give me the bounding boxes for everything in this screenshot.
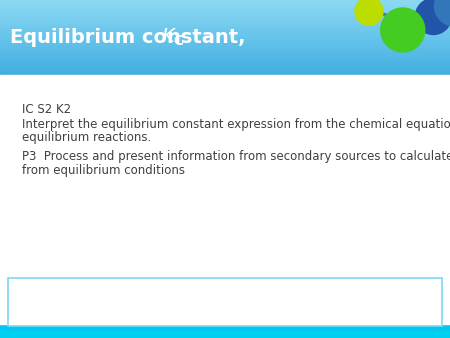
Bar [0, 29, 450, 31]
Bar [0, 36, 450, 38]
Bar [0, 33, 450, 35]
Bar [0, 47, 450, 49]
Bar [0, 9, 450, 11]
Circle shape [355, 0, 383, 25]
Bar [0, 53, 450, 55]
Bar [0, 26, 450, 27]
Bar [0, 49, 450, 51]
Bar [0, 48, 450, 50]
Bar [0, 7, 450, 9]
Bar [0, 1, 450, 2]
Bar [0, 61, 450, 63]
Bar [0, 46, 450, 48]
Bar [0, 71, 450, 72]
Bar [0, 72, 450, 74]
Bar [0, 17, 450, 19]
Bar [0, 22, 450, 24]
Bar [0, 11, 450, 13]
Bar [0, 0, 450, 1]
Bar [0, 18, 450, 20]
Bar [0, 43, 450, 45]
Bar [0, 63, 450, 65]
Bar [0, 67, 450, 69]
Bar [0, 40, 450, 41]
Bar [0, 59, 450, 61]
Bar [0, 65, 450, 66]
Bar [0, 27, 450, 29]
Bar [0, 57, 450, 59]
Bar [0, 41, 450, 43]
Bar [0, 42, 450, 44]
Bar [0, 54, 450, 56]
Bar [0, 70, 450, 71]
Bar [0, 37, 450, 39]
Bar [0, 12, 450, 14]
Text: Equilibrium constant,: Equilibrium constant, [10, 28, 252, 47]
Text: P3  Process and present information from secondary sources to calculate K: P3 Process and present information from … [22, 150, 450, 163]
Bar [0, 66, 450, 68]
Bar [0, 21, 450, 23]
Bar [0, 73, 450, 75]
Bar [0, 8, 450, 10]
Bar [0, 32, 450, 34]
Bar [0, 31, 450, 32]
Circle shape [381, 8, 425, 52]
Bar [0, 68, 450, 70]
Bar [0, 2, 450, 4]
Circle shape [435, 0, 450, 26]
Bar [0, 324, 450, 338]
Text: Interpret the equilibrium constant expression from the chemical equation of: Interpret the equilibrium constant expre… [22, 118, 450, 131]
Bar [0, 56, 450, 57]
Bar [0, 23, 450, 25]
FancyBboxPatch shape [8, 278, 442, 326]
Circle shape [415, 0, 450, 34]
Bar [0, 58, 450, 60]
Text: IC S2 K2: IC S2 K2 [22, 103, 71, 116]
Bar [0, 16, 450, 18]
Bar [0, 13, 450, 15]
Text: $\mathit{K}_\mathregular{C}$: $\mathit{K}_\mathregular{C}$ [161, 27, 184, 48]
Text: equilibrium reactions.: equilibrium reactions. [22, 131, 151, 144]
Bar [0, 38, 450, 40]
Bar [0, 28, 450, 30]
Bar [0, 62, 450, 64]
Bar [0, 24, 450, 26]
Bar [0, 52, 450, 54]
Bar [0, 51, 450, 52]
Bar [0, 34, 450, 36]
Bar [0, 75, 450, 324]
Bar [0, 331, 450, 338]
Bar [0, 15, 450, 16]
Bar [0, 4, 450, 6]
Bar [0, 6, 450, 7]
Bar [0, 20, 450, 21]
Bar [0, 45, 450, 46]
Bar [0, 3, 450, 5]
Text: from equilibrium conditions: from equilibrium conditions [22, 164, 185, 177]
